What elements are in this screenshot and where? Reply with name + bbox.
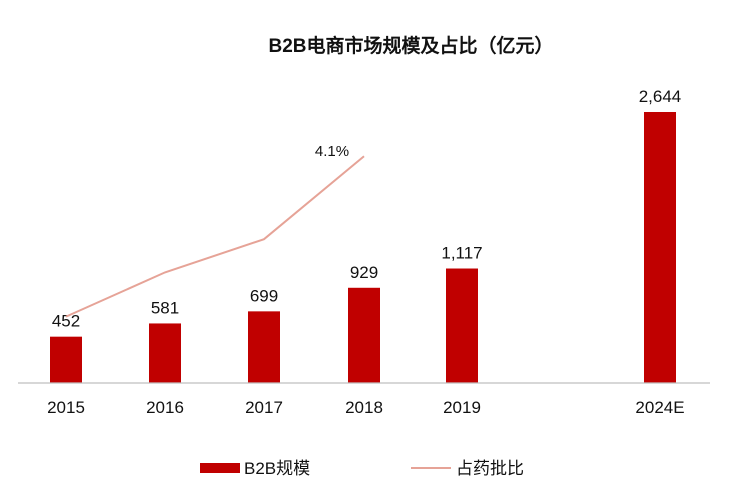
legend-label-line: 占药批比 [456,459,524,478]
line-label-2018: 4.1% [315,143,349,160]
chart-title: B2B电商市场规模及占比（亿元） [268,34,553,57]
x-tick-2024E: 2024E [635,398,684,417]
bar-label-2017: 699 [250,286,278,305]
legend-swatch-bar [200,463,240,473]
x-tick-2018: 2018 [345,398,383,417]
bar-label-2019: 1,117 [441,244,482,263]
bar-2024E [644,112,676,383]
bar-2018 [348,287,380,383]
bar-2017 [248,311,280,383]
x-tick-2019: 2019 [443,398,481,417]
bar-2019 [446,268,478,383]
legend-label-bar: B2B规模 [244,459,310,478]
line-group: 4.1% [65,143,365,318]
x-tick-2017: 2017 [245,398,283,417]
x-ticks-group: 2015 2016 2017 2018 2019 2024E [47,398,685,417]
bars-group: 452 581 699 929 1,117 2,644 [50,87,681,383]
bar-label-2018: 929 [350,263,378,282]
bar-label-2024E: 2,644 [639,87,682,106]
bar-label-2016: 581 [151,298,179,317]
x-tick-2015: 2015 [47,398,85,417]
bar-label-2015: 452 [52,312,80,331]
line-series-share [65,155,365,318]
x-tick-2016: 2016 [146,398,184,417]
legend: B2B规模 占药批比 [200,459,524,478]
bar-2016 [149,323,181,383]
bar-2015 [50,336,82,383]
